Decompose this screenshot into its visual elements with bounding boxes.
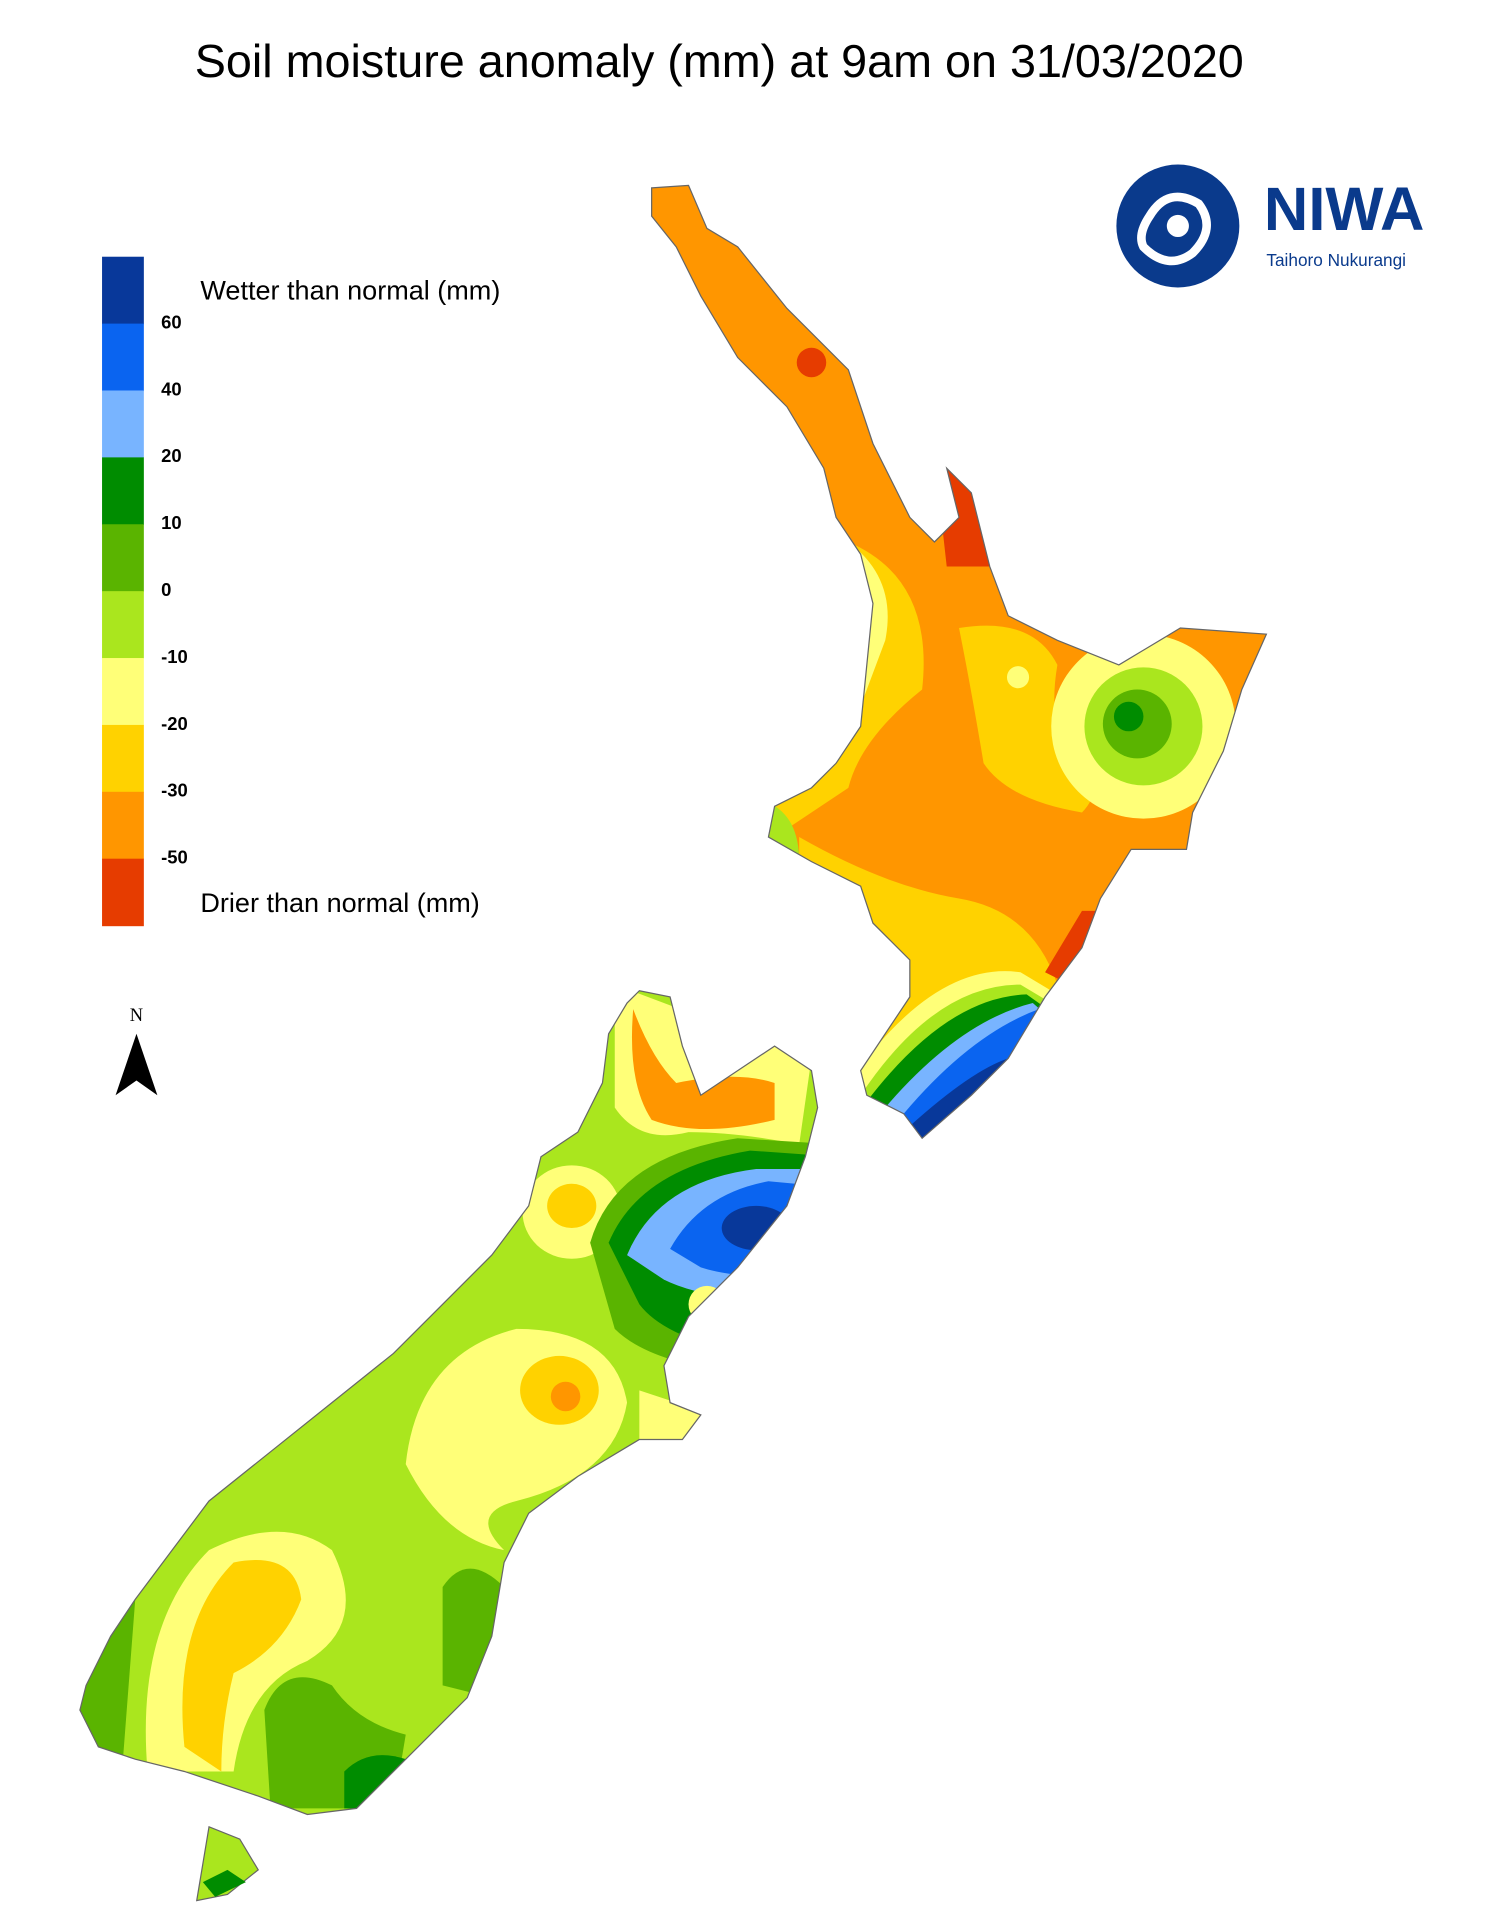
legend-drier-label: Drier than normal (mm) bbox=[200, 888, 479, 918]
region bbox=[550, 1381, 581, 1412]
region bbox=[182, 1560, 302, 1772]
logo-name: NIWA bbox=[1264, 175, 1425, 244]
north-arrow bbox=[115, 1033, 158, 1096]
legend-swatch bbox=[102, 390, 144, 458]
legend-tick-label: -50 bbox=[161, 847, 188, 868]
region bbox=[639, 1390, 714, 1452]
map-title: Soil moisture anomaly (mm) at 9am on 31/… bbox=[195, 35, 1244, 87]
logo-subtitle: Taihoro Nukurangi bbox=[1266, 250, 1406, 270]
south-island-outline bbox=[79, 990, 819, 1816]
logo-swirl bbox=[1166, 214, 1189, 238]
south-island bbox=[79, 990, 818, 1815]
legend: 60 40 20 10 0 -10 -20 -30 -50 bbox=[102, 256, 188, 927]
legend-tick-label: 40 bbox=[161, 378, 182, 399]
compass-label: N bbox=[130, 1005, 143, 1025]
legend-wetter-label: Wetter than normal (mm) bbox=[200, 276, 500, 306]
legend-tick-label: 10 bbox=[161, 512, 182, 533]
region bbox=[547, 1183, 597, 1229]
region bbox=[796, 347, 827, 378]
legend-tick-label: -30 bbox=[161, 780, 188, 801]
legend-swatch bbox=[102, 724, 144, 793]
region bbox=[442, 1568, 505, 1698]
logo: NIWA Taihoro Nukurangi bbox=[1116, 164, 1425, 288]
legend-swatch bbox=[102, 791, 144, 860]
legend-tick-label: 0 bbox=[161, 579, 171, 600]
legend-tick-label: -20 bbox=[161, 713, 188, 734]
legend-tick-label: 60 bbox=[161, 311, 182, 332]
legend-swatch bbox=[102, 858, 144, 927]
region bbox=[631, 1009, 775, 1130]
legend-swatch bbox=[102, 591, 144, 659]
north-island-outline bbox=[651, 184, 1268, 1140]
region bbox=[688, 1285, 726, 1323]
region bbox=[1006, 666, 1030, 689]
region bbox=[1113, 701, 1144, 732]
legend-tick-label: -10 bbox=[161, 646, 188, 667]
legend-swatch bbox=[102, 524, 144, 592]
legend-swatch bbox=[102, 256, 144, 325]
legend-swatch bbox=[102, 658, 144, 726]
legend-swatch bbox=[102, 323, 144, 392]
region bbox=[202, 1869, 246, 1897]
logo-swirl bbox=[1137, 192, 1211, 266]
legend-swatch bbox=[102, 457, 144, 525]
legend-tick-label: 20 bbox=[161, 445, 182, 466]
